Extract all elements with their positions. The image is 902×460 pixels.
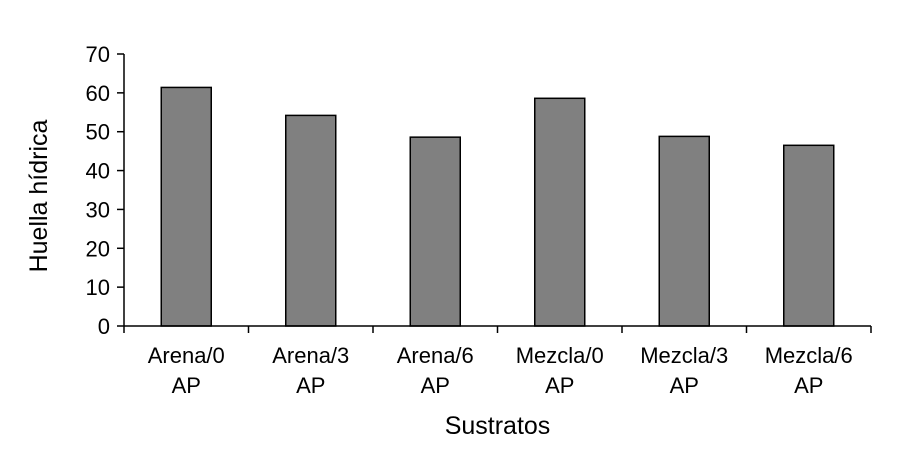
x-category-label: Mezcla/3 <box>640 343 728 368</box>
x-category-label: AP <box>794 373 823 398</box>
x-axis-title: Sustratos <box>445 412 551 440</box>
y-tick-label: 20 <box>86 236 110 261</box>
x-category-label: Mezcla/0 <box>516 343 604 368</box>
x-category-label: AP <box>545 373 574 398</box>
x-category-label: AP <box>296 373 325 398</box>
y-axis-title: Huella hídrica <box>25 119 53 272</box>
x-category-label: Arena/3 <box>272 343 349 368</box>
bar <box>160 86 212 327</box>
y-tick-label: 70 <box>86 42 110 67</box>
y-tick-label: 30 <box>86 197 110 222</box>
y-tick-label: 40 <box>86 159 110 184</box>
x-category-label: Arena/6 <box>397 343 474 368</box>
x-category-label: AP <box>172 373 201 398</box>
x-category-label: AP <box>670 373 699 398</box>
x-axis-ticks <box>123 326 872 333</box>
category-labels: Arena/0 AP Arena/3 AP Arena/6 AP Mezcla/0 AP Mez… <box>148 343 853 398</box>
y-tick-label: 10 <box>86 275 110 300</box>
bar <box>783 144 835 327</box>
bar <box>534 97 586 327</box>
x-category-label: Mezcla/6 <box>765 343 853 368</box>
bar <box>285 114 337 327</box>
bar <box>658 135 710 327</box>
y-tick-label: 50 <box>86 120 110 145</box>
y-axis-ticks: 0 10 20 30 40 50 60 70 <box>86 42 124 339</box>
y-tick-label: 60 <box>86 81 110 106</box>
y-tick-label: 0 <box>98 314 110 339</box>
x-category-label: AP <box>421 373 450 398</box>
bars <box>160 86 835 327</box>
x-category-label: Arena/0 <box>148 343 225 368</box>
bar <box>409 136 461 327</box>
